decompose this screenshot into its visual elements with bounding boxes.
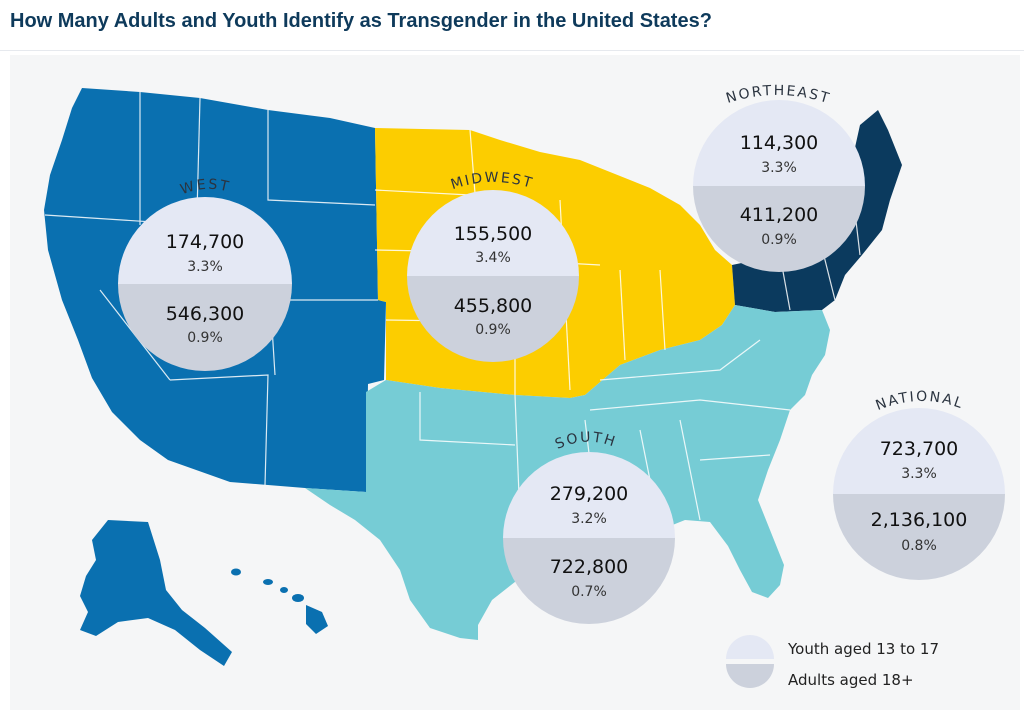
page-title: How Many Adults and Youth Identify as Tr… [10, 10, 712, 32]
west-youth-percent: 3.3% [187, 259, 223, 275]
northeast-adult-percent: 0.9% [761, 232, 797, 248]
northeast-youth-percent: 3.3% [761, 160, 797, 176]
hawaii-shape [231, 568, 328, 634]
west-adult-count: 546,300 [166, 303, 245, 325]
northeast-adult-half [693, 186, 865, 272]
west-adult-percent: 0.9% [187, 330, 223, 346]
south-adult-percent: 0.7% [571, 584, 607, 600]
national-adult-count: 2,136,100 [871, 509, 968, 531]
west-youth-count: 174,700 [166, 231, 245, 253]
midwest-youth-count: 155,500 [454, 223, 533, 245]
national-youth-percent: 3.3% [901, 466, 937, 482]
region-west [44, 88, 386, 666]
alaska-shape [80, 520, 232, 666]
northeast-youth-half [693, 100, 865, 186]
west-label: WEST [178, 177, 231, 198]
west-youth-half [118, 197, 292, 284]
south-adult-half [503, 538, 675, 624]
northeast-badge: 114,300 3.3% 411,200 0.9% NORTHEAST [693, 83, 865, 272]
legend: Youth aged 13 to 17 Adults aged 18+ [726, 635, 939, 689]
national-adult-percent: 0.8% [901, 538, 937, 554]
midwest-adult-half [407, 276, 579, 362]
legend-adult-swatch [726, 664, 774, 688]
west-badge: 174,700 3.3% 546,300 0.9% WEST [118, 177, 292, 371]
midwest-youth-half [407, 190, 579, 276]
west-adult-half [118, 284, 292, 371]
national-adult-half [833, 494, 1005, 580]
legend-youth-label: Youth aged 13 to 17 [787, 640, 939, 658]
midwest-adult-percent: 0.9% [475, 322, 511, 338]
south-youth-half [503, 452, 675, 538]
south-youth-percent: 3.2% [571, 511, 607, 527]
northeast-youth-count: 114,300 [740, 132, 819, 154]
midwest-badge: 155,500 3.4% 455,800 0.9% MIDWEST [407, 170, 579, 362]
national-youth-half [833, 408, 1005, 494]
south-adult-count: 722,800 [550, 556, 629, 578]
national-badge: 723,700 3.3% 2,136,100 0.8% NATIONAL [833, 389, 1005, 580]
legend-youth-swatch [726, 635, 774, 659]
south-badge: 279,200 3.2% 722,800 0.7% SOUTH [503, 430, 675, 624]
midwest-adult-count: 455,800 [454, 295, 533, 317]
midwest-youth-percent: 3.4% [475, 250, 511, 266]
legend-adult-label: Adults aged 18+ [788, 671, 914, 689]
northeast-adult-count: 411,200 [740, 204, 819, 226]
national-youth-count: 723,700 [880, 438, 959, 460]
title-divider [0, 50, 1024, 51]
west-label-text: WEST [178, 177, 229, 198]
south-youth-count: 279,200 [550, 483, 629, 505]
